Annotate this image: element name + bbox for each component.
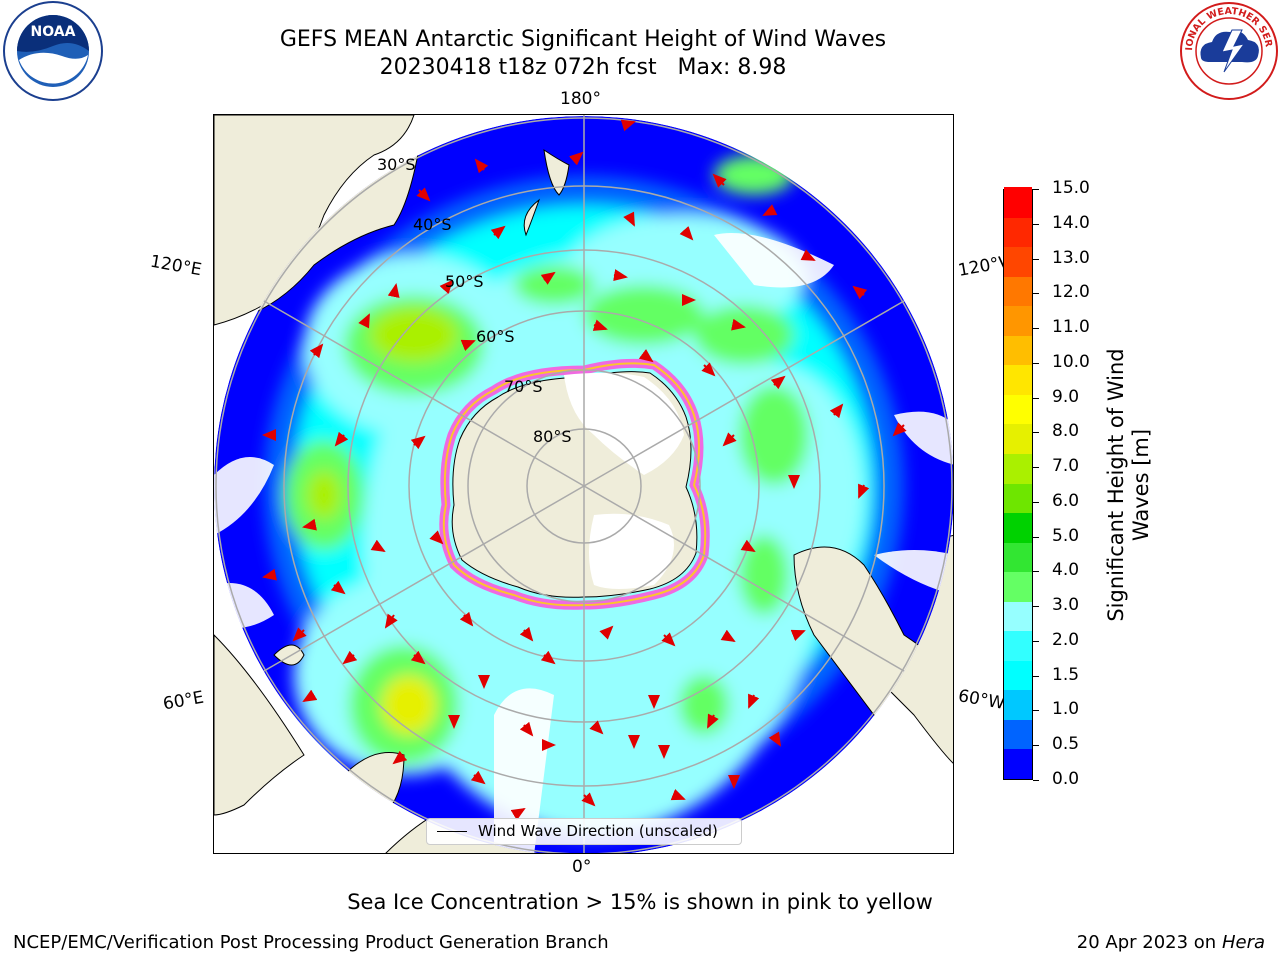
lat-label-30s: 30°S <box>377 155 416 174</box>
colorbar-tick-mark <box>1033 710 1039 712</box>
colorbar-band <box>1004 216 1032 248</box>
colorbar-band <box>1004 423 1032 454</box>
colorbar-band <box>1004 601 1032 632</box>
colorbar-tick-mark <box>1033 293 1039 295</box>
antarctica <box>439 358 710 610</box>
colorbar-tick-label: 1.5 <box>1052 664 1080 685</box>
lat-label-80s: 80°S <box>533 427 572 446</box>
lon-label-60w: 60°W <box>956 686 1007 714</box>
colorbar-band <box>1004 335 1032 366</box>
colorbar-band <box>1004 630 1032 661</box>
colorbar-tick-mark <box>1033 328 1039 330</box>
lat-label-60s: 60°S <box>476 327 515 346</box>
footer-date: 20 Apr 2023 on Hera <box>1077 932 1265 953</box>
colorbar-tick-label: 9.0 <box>1052 386 1080 407</box>
colorbar-tick-mark <box>1033 675 1039 677</box>
colorbar-band <box>1004 542 1032 573</box>
colorbar-label: Significant Height of Wind Waves [m] <box>1104 348 1153 622</box>
colorbar-tick-mark <box>1033 501 1039 503</box>
colorbar-band <box>1004 571 1032 602</box>
colorbar-tick-label: 12.0 <box>1052 282 1090 303</box>
colorbar-tick-label: 14.0 <box>1052 212 1090 233</box>
colorbar-tick-label: 10.0 <box>1052 351 1090 372</box>
colorbar-band <box>1004 364 1032 395</box>
colorbar-band <box>1004 246 1032 277</box>
footer-credit: NCEP/EMC/Verification Post Processing Pr… <box>13 932 609 953</box>
colorbar-tick-label: 3.0 <box>1052 595 1080 616</box>
colorbar-tick-label: 15.0 <box>1052 178 1090 198</box>
noaa-text: NOAA <box>31 24 76 40</box>
colorbar-band <box>1004 187 1032 218</box>
colorbar-tick-mark <box>1033 362 1039 364</box>
lat-label-50s: 50°S <box>445 272 484 291</box>
colorbar-tick-label: 2.0 <box>1052 629 1080 650</box>
colorbar-band <box>1004 453 1032 484</box>
colorbar-tick-mark <box>1033 223 1039 225</box>
colorbar-band <box>1004 394 1032 425</box>
footer-host: Hera <box>1221 932 1265 953</box>
colorbar-tick-mark <box>1033 189 1039 190</box>
colorbar-band <box>1004 482 1032 514</box>
colorbar-tick-mark <box>1033 397 1039 399</box>
colorbar-tick-mark <box>1033 536 1039 538</box>
colorbar-tick-label: 7.0 <box>1052 456 1080 477</box>
colorbar-band <box>1004 660 1032 691</box>
colorbar-band <box>1004 512 1032 543</box>
colorbar-band <box>1004 305 1032 336</box>
lat-label-70s: 70°S <box>504 377 543 396</box>
colorbar-tick-label: 11.0 <box>1052 317 1090 338</box>
colorbar-tick-mark <box>1033 467 1039 469</box>
colorbar-tick-label: 13.0 <box>1052 247 1090 268</box>
lon-label-0: 0° <box>572 857 592 877</box>
chart-title: GEFS MEAN Antarctic Significant Height o… <box>279 27 887 52</box>
colorbar-tick-mark <box>1033 432 1039 434</box>
colorbar-tick-label: 0.0 <box>1052 769 1080 789</box>
colorbar-tick-mark <box>1033 745 1039 747</box>
chart-subtitle: 20230418 t18z 072h fcst Max: 8.98 <box>379 55 787 80</box>
sea-ice-note: Sea Ice Concentration > 15% is shown in … <box>347 890 933 914</box>
colorbar <box>1003 187 1033 780</box>
colorbar-tick-label: 8.0 <box>1052 421 1080 442</box>
lon-label-60e: 60°E <box>161 687 206 715</box>
colorbar-band <box>1004 689 1032 720</box>
colorbar-tick-mark <box>1033 571 1039 573</box>
legend-label: Wind Wave Direction (unscaled) <box>478 822 718 840</box>
graticule <box>215 115 953 853</box>
lon-label-120e: 120°E <box>148 251 204 281</box>
colorbar-band <box>1004 276 1032 307</box>
lat-labels: 30°S 40°S 50°S 60°S 70°S 80°S <box>377 155 572 446</box>
colorbar-tick-mark <box>1033 606 1039 608</box>
colorbar-tick-label: 1.0 <box>1052 699 1080 720</box>
noaa-logo: NOAA <box>2 0 104 102</box>
colorbar-band <box>1004 748 1032 779</box>
nws-logo: NATIONAL WEATHER SERVICE <box>1174 0 1280 102</box>
wind-wave-arrows <box>262 119 907 821</box>
legend-line-icon <box>437 831 467 832</box>
wave-height-map: 30°S 40°S 50°S 60°S 70°S 80°S <box>213 114 954 854</box>
colorbar-tick-label: 6.0 <box>1052 490 1080 511</box>
lon-label-180: 180° <box>560 89 601 109</box>
colorbar-band <box>1004 719 1032 750</box>
map-legend: Wind Wave Direction (unscaled) <box>426 818 742 845</box>
footer-date-text: 20 Apr 2023 on <box>1076 932 1217 953</box>
colorbar-tick-label: 4.0 <box>1052 560 1080 581</box>
lat-label-40s: 40°S <box>413 215 452 234</box>
colorbar-tick-mark <box>1033 258 1039 260</box>
colorbar-tick-mark <box>1033 780 1039 781</box>
colorbar-tick-label: 0.5 <box>1052 734 1080 755</box>
colorbar-tick-mark <box>1033 640 1039 642</box>
colorbar-tick-label: 5.0 <box>1052 525 1080 546</box>
